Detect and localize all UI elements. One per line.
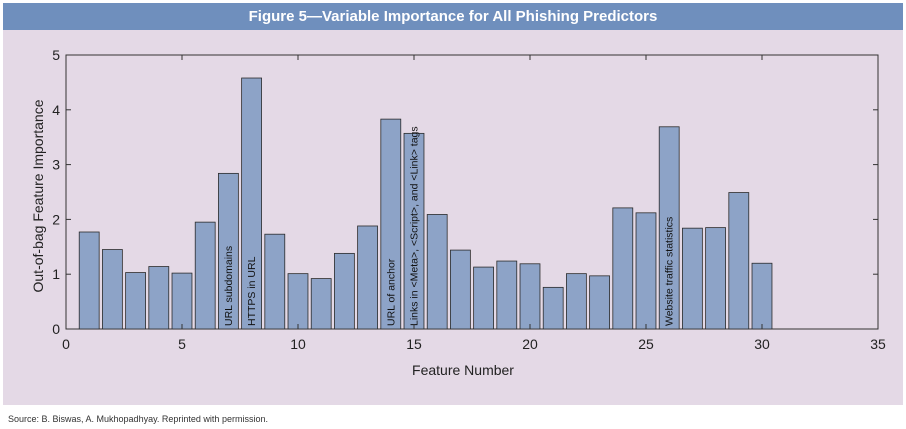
x-tick-label-10: 10 [290,336,306,352]
y-tick-label-0: 0 [52,321,60,337]
bar-16 [426,214,448,330]
bar-20 [519,263,541,330]
bar-label-26: Website traffic statistics [664,217,676,326]
bar-14 [380,118,402,330]
bar-21 [542,286,564,330]
y-tick-label-2: 2 [52,211,60,227]
bar-chart: URL subdomains HTTPS in URL URL of anchor L… [30,47,886,378]
y-tick-label-3: 3 [52,157,60,173]
bar-27 [682,227,703,330]
bar-3 [125,272,146,330]
y-tick-label-4: 4 [52,102,60,118]
figure-panel: Figure 5—Variable Importance for All Phi… [3,3,903,405]
plot-frame [65,54,879,330]
bar-26 [658,126,680,330]
bar-19 [496,260,518,330]
y-axis-title: Out-of-bag Feature Importance [30,99,46,292]
bar-6 [194,221,216,330]
x-tick-label-20: 20 [522,336,538,352]
bar-29 [728,192,750,330]
x-tick-label-35: 35 [870,336,886,352]
bar-8 [241,77,262,330]
x-tick-label-25: 25 [638,336,654,352]
bar-11 [310,278,332,330]
bar-25 [635,212,657,330]
bar-label-14: URL of anchor [385,258,397,326]
x-tick-label-15: 15 [406,336,422,352]
bar-22 [566,273,587,330]
bar-1 [78,231,100,330]
bar-label-8: HTTPS in URL [246,256,258,326]
bar-label-7: URL subdomains [223,246,235,326]
bar-10 [287,273,309,330]
bar-17 [450,249,471,330]
y-tick-label-5: 5 [52,47,60,63]
bar-9 [264,233,286,330]
x-tick-label-0: 0 [62,336,70,352]
bar-28 [705,227,726,330]
bar-4 [148,266,170,330]
bar-12 [334,252,355,330]
bar-24 [612,207,634,330]
bar-label-15: Links in <Meta>, <Script>, and <Link> ta… [409,126,421,326]
x-tick-label-30: 30 [754,336,770,352]
bar-30 [751,262,773,330]
bar-13 [357,225,378,330]
bar-18 [473,266,494,330]
bar-7 [218,172,239,330]
y-tick-label-1: 1 [52,266,60,282]
x-tick-label-5: 5 [178,336,186,352]
bar-23 [589,275,610,330]
bar-5 [171,272,193,330]
figure-title: Figure 5—Variable Importance for All Phi… [3,3,903,30]
bar-2 [102,249,123,330]
x-axis-title: Feature Number [412,362,514,378]
source-note: Source: B. Biswas, A. Mukhopadhyay. Repr… [8,414,268,424]
